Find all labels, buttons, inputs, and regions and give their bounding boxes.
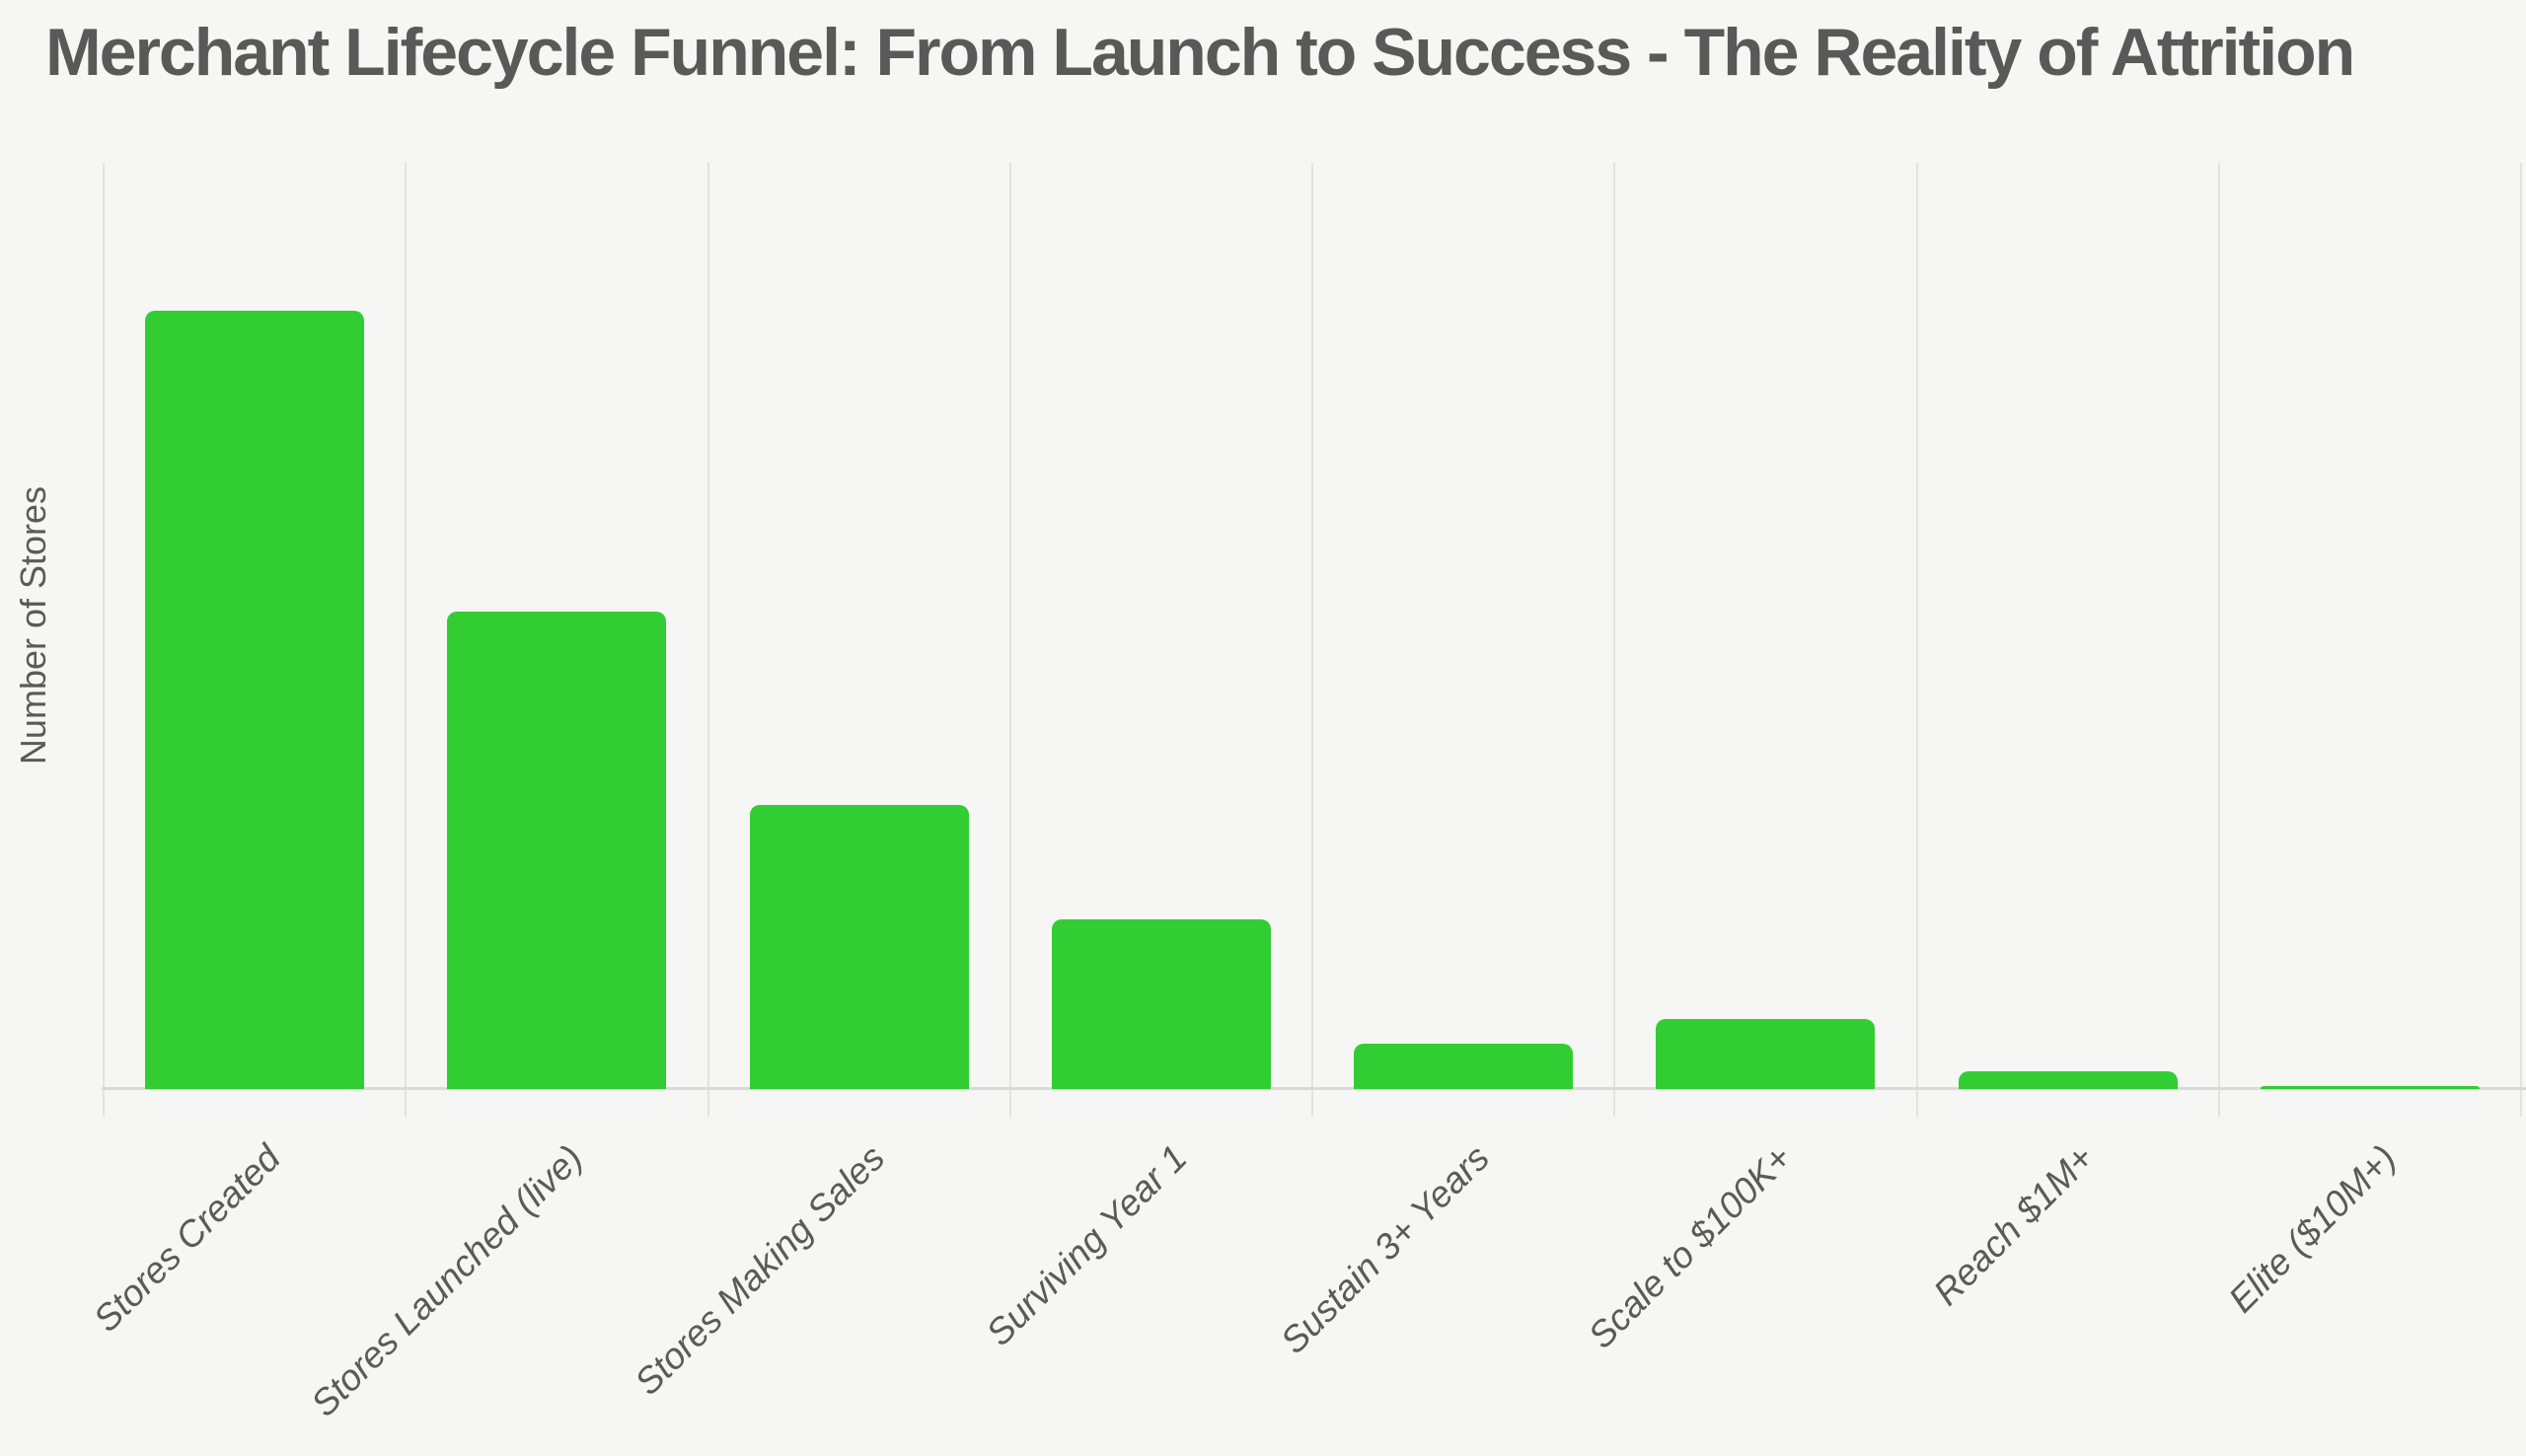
x-axis-label-sustain-3-years: Sustain 3+ Years [1273,1137,1498,1362]
gridline [1008,163,1011,1117]
bar-stores-making-sales[interactable] [749,805,969,1089]
gridline [103,163,105,1117]
x-axis-label-reach-1m: Reach $1M+ [1925,1137,2102,1314]
gridline [706,163,709,1117]
x-axis-label-stores-launched-live: Stores Launched (live) [303,1137,591,1424]
gridline [1311,163,1313,1117]
bar-stores-launched-live[interactable] [447,612,667,1089]
bar-stores-created[interactable] [145,311,365,1089]
chart-title: Merchant Lifecycle Funnel: From Launch t… [45,15,2355,90]
x-axis-label-elite-10m: Elite ($10M+) [2220,1137,2404,1321]
gridline [2217,163,2220,1117]
gridline [1915,163,1918,1117]
bar-scale-to-100k[interactable] [1656,1019,1876,1089]
gridline [2520,163,2522,1117]
x-axis-label-stores-created: Stores Created [86,1137,289,1340]
gridline [1613,163,1616,1117]
x-axis-line [102,1087,2526,1090]
bar-reach-1m[interactable] [1958,1071,2178,1089]
bar-elite-10m[interactable] [2260,1086,2480,1089]
x-axis-label-scale-to-100k: Scale to $100K+ [1580,1137,1800,1356]
bar-sustain-3-years[interactable] [1354,1044,1574,1089]
bar-surviving-year-1[interactable] [1051,919,1271,1089]
x-axis-label-stores-making-sales: Stores Making Sales [627,1137,893,1403]
y-axis-title: Number of Stores [13,485,53,765]
x-axis-label-surviving-year-1: Surviving Year 1 [978,1137,1195,1354]
gridline [405,163,408,1117]
